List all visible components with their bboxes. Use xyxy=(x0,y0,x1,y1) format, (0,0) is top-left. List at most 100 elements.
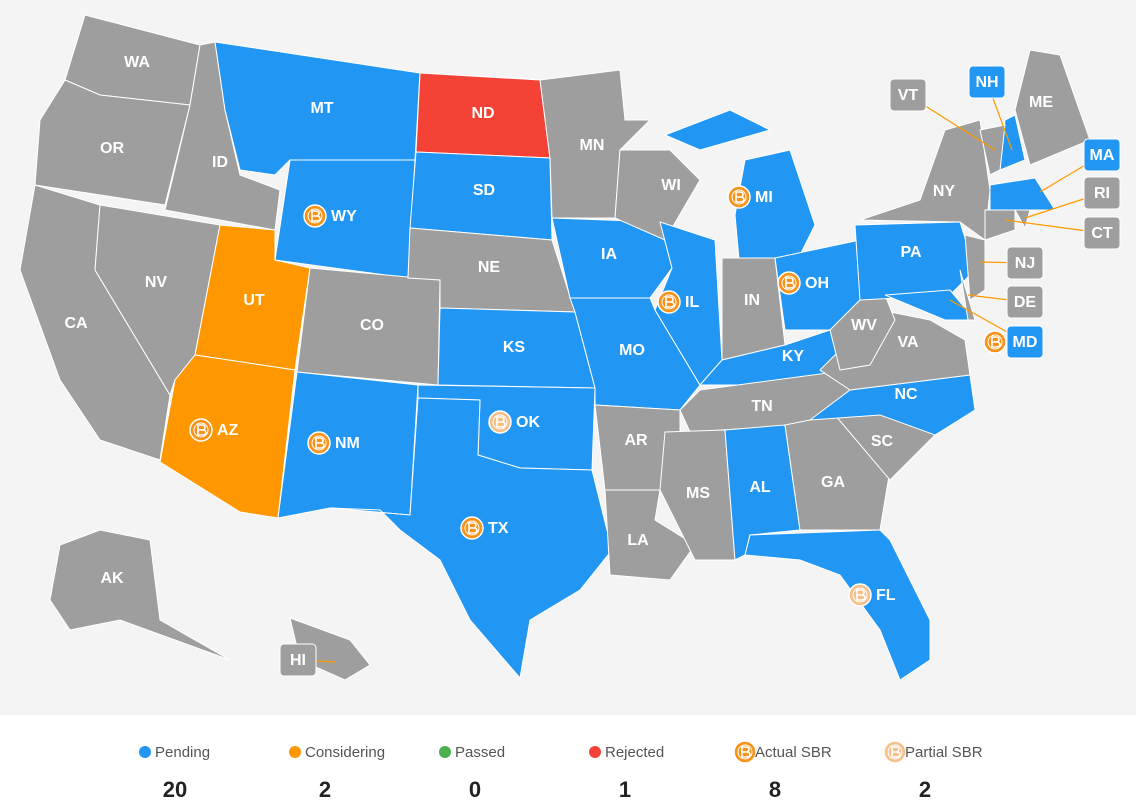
sbr-icon-glyph xyxy=(735,191,745,203)
state-label: AK xyxy=(100,570,124,587)
state-label: NV xyxy=(145,274,168,291)
legend-count: 8 xyxy=(769,777,781,802)
sbr-icon-glyph xyxy=(496,416,506,428)
state xyxy=(959,269,976,321)
state-label: IA xyxy=(601,246,617,263)
state-label: MN xyxy=(580,137,605,154)
callout-box xyxy=(1083,216,1121,250)
sbr-icon xyxy=(733,740,757,764)
state-label: VT xyxy=(898,87,919,104)
sbr-icon-glyph xyxy=(891,746,901,758)
state-label: LA xyxy=(627,532,649,549)
sbr-icon-glyph xyxy=(785,277,795,289)
callout-box xyxy=(1006,246,1044,280)
legend: Pending 20 Considering 2 Passed 0 Rejected 1 Act… xyxy=(139,740,983,802)
labels: WA OR CA NV ID MT WY UT AZ CO NM ND SD NE KS OK TX MN IA MO… xyxy=(64,54,1121,677)
callout-box xyxy=(889,78,927,112)
sbr-icon-glyph xyxy=(991,336,1001,348)
callout-box xyxy=(1006,285,1044,319)
state-label: UT xyxy=(243,292,265,309)
state-label: MA xyxy=(1090,147,1115,164)
state xyxy=(659,429,736,561)
callout-box xyxy=(1083,176,1121,210)
sbr-icon xyxy=(303,204,327,228)
state-label: ME xyxy=(1029,94,1053,111)
sbr-icon-glyph xyxy=(665,296,675,308)
state xyxy=(859,119,991,241)
state-label: ND xyxy=(471,105,494,122)
state-label: OK xyxy=(516,414,540,431)
state-label: FL xyxy=(876,587,896,604)
state xyxy=(1014,49,1091,166)
state-label: CA xyxy=(64,315,88,332)
sbr-icon-glyph xyxy=(468,522,478,534)
states xyxy=(19,14,1091,681)
state xyxy=(984,209,1016,241)
state xyxy=(989,177,1056,211)
legend-label: Rejected xyxy=(605,744,664,761)
state-label: HI xyxy=(290,652,306,669)
sbr-icon xyxy=(727,185,751,209)
state-label: TN xyxy=(751,398,772,415)
state-label: CO xyxy=(360,317,384,334)
legend-label: Considering xyxy=(305,744,385,761)
sbr-icon xyxy=(777,271,801,295)
state-label: WV xyxy=(851,317,877,334)
sbr-icon xyxy=(307,431,331,455)
state-label: AL xyxy=(749,479,771,496)
state-label: NY xyxy=(933,183,956,200)
callout-box xyxy=(1006,325,1044,359)
sbr-icon xyxy=(460,516,484,540)
state xyxy=(34,79,191,206)
sbr-icon-glyph xyxy=(197,424,207,436)
state-label: AR xyxy=(624,432,648,449)
state-label: GA xyxy=(821,474,845,491)
state-label: WA xyxy=(124,54,150,71)
state-label: IN xyxy=(744,292,760,309)
state-label: DE xyxy=(1014,294,1037,311)
state-label: MS xyxy=(686,485,710,502)
state-label: WY xyxy=(331,208,357,225)
legend-swatch xyxy=(439,746,451,758)
state-label: NE xyxy=(478,259,501,276)
callout-box xyxy=(1083,138,1121,172)
state-label: NJ xyxy=(1015,255,1035,272)
state-label: ID xyxy=(212,154,228,171)
sbr-icon xyxy=(657,290,681,314)
sbr-icon xyxy=(883,740,907,764)
state-label: MO xyxy=(619,342,645,359)
sbr-icon xyxy=(488,410,512,434)
legend-label: Passed xyxy=(455,744,505,761)
state-label: OR xyxy=(100,140,124,157)
state-label: MD xyxy=(1013,334,1038,351)
state-label: KY xyxy=(782,348,805,365)
state xyxy=(744,529,931,681)
state-label: MT xyxy=(310,100,333,117)
state-label: TX xyxy=(488,520,509,537)
state-label: NM xyxy=(335,435,360,452)
state-label: AZ xyxy=(217,422,239,439)
state xyxy=(1014,209,1031,230)
state-label: IL xyxy=(685,294,699,311)
state-label: VA xyxy=(897,334,918,351)
state-label: MI xyxy=(755,189,773,206)
legend-label: Pending xyxy=(155,744,210,761)
legend-label: Partial SBR xyxy=(905,744,983,761)
state-label: PA xyxy=(900,244,921,261)
state xyxy=(964,234,986,301)
state xyxy=(614,149,701,241)
state-label: RI xyxy=(1094,185,1110,202)
state-label: NH xyxy=(975,74,998,91)
state xyxy=(663,109,772,151)
sbr-icon xyxy=(189,418,213,442)
state-label: SD xyxy=(473,182,495,199)
state-label: OH xyxy=(805,275,829,292)
legend-swatch xyxy=(289,746,301,758)
state-label: SC xyxy=(871,433,894,450)
sbr-icon xyxy=(983,330,1007,354)
state-label: WI xyxy=(661,177,681,194)
sbr-icon xyxy=(848,583,872,607)
state xyxy=(49,529,231,661)
